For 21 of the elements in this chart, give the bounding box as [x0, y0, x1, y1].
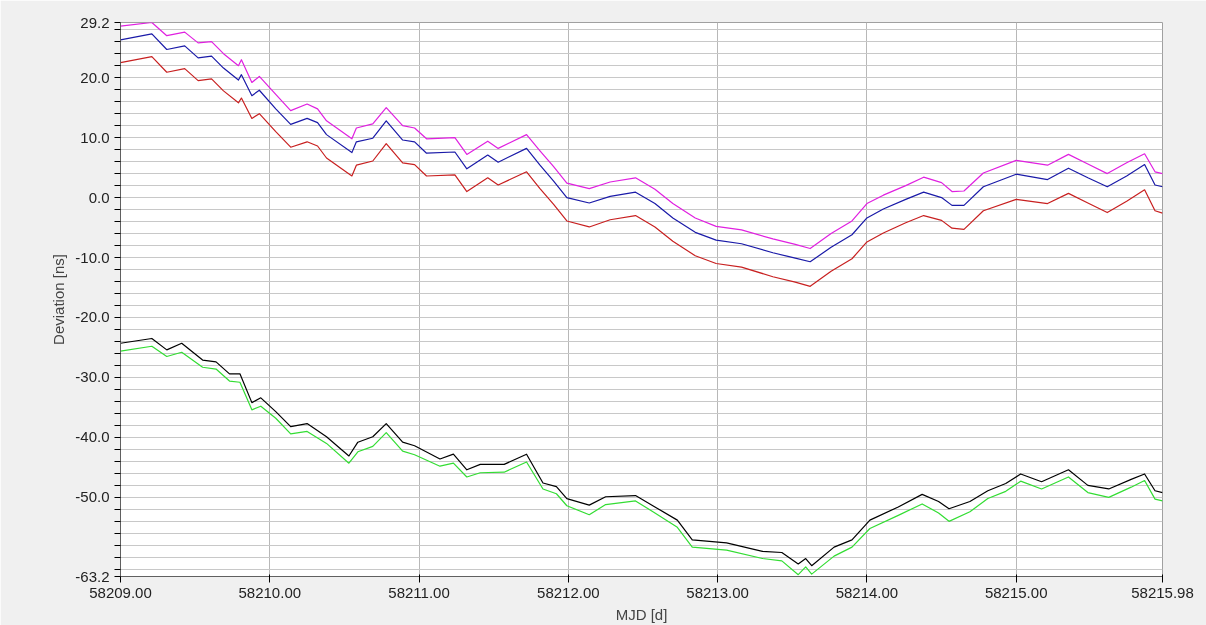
y-tick-label: -20.0	[75, 308, 110, 326]
y-tick-label: 0.0	[88, 188, 110, 206]
x-tick-label: 58213.00	[686, 583, 749, 601]
y-tick-label: -63.2	[75, 567, 110, 585]
x-tick-label: 58215.98	[1131, 583, 1194, 601]
y-tick-label: -10.0	[75, 248, 110, 266]
x-tick-label: 58210.00	[238, 583, 302, 601]
x-tick-label: 58215.00	[984, 583, 1048, 601]
y-axis-title: Deviation [ns]	[50, 254, 68, 345]
y-tick-label: 10.0	[80, 128, 110, 146]
x-tick-label: 58212.00	[537, 583, 600, 601]
y-tick-label: -30.0	[75, 368, 110, 386]
y-tick-label: -50.0	[75, 488, 110, 506]
line-series	[120, 56, 1163, 287]
y-tick-label: -40.0	[75, 428, 110, 446]
x-tick-label: 58211.00	[388, 583, 450, 601]
x-tick-label: 58209.00	[89, 583, 152, 601]
y-tick-label: 29.2	[80, 13, 110, 31]
x-axis-title: MJD [d]	[615, 605, 668, 623]
x-tick-label: 58214.00	[835, 583, 899, 601]
y-tick-label: 20.0	[80, 68, 110, 86]
